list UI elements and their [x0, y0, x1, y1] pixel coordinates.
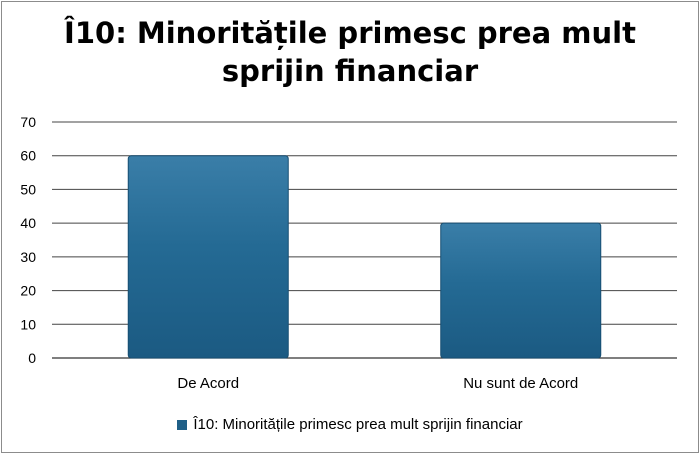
legend-swatch	[177, 419, 188, 430]
legend-label: Î10: Minoritățile primesc prea mult spri…	[193, 416, 523, 433]
y-tick-label: 70	[20, 114, 36, 130]
bar	[127, 155, 289, 359]
y-tick-label: 20	[20, 283, 36, 299]
y-tick-label: 10	[20, 316, 36, 332]
y-tick-label: 30	[20, 249, 36, 265]
bars	[127, 155, 602, 359]
y-tick-label: 50	[20, 181, 36, 197]
bar	[440, 222, 602, 359]
legend: Î10: Minoritățile primesc prea mult spri…	[0, 416, 700, 433]
x-tick-label: De Acord	[177, 375, 239, 392]
x-tick-label: Nu sunt de Acord	[463, 375, 578, 392]
y-tick-label: 60	[20, 148, 36, 164]
x-axis-ticks: De Acord Nu sunt de Acord	[177, 375, 578, 392]
y-tick-label: 0	[28, 350, 36, 366]
chart-title-line-1: Î10: Minoritățile primesc prea mult	[64, 16, 636, 50]
y-tick-label: 40	[20, 215, 36, 231]
y-axis-ticks: 0 10 20 30 40 50 60 70	[20, 114, 36, 366]
chart-title-line-2: sprijin financiar	[221, 54, 479, 88]
chart-title: Î10: Minoritățile primesc prea mult spri…	[0, 14, 700, 90]
